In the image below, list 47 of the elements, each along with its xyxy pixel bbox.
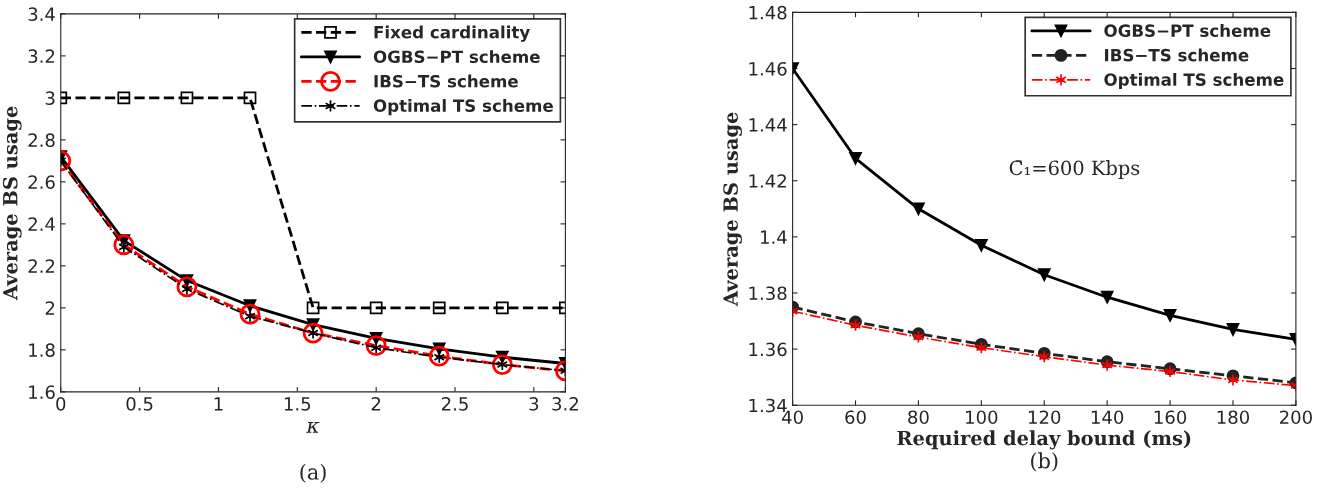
- y-tick-label: 3.2: [28, 49, 55, 63]
- y-axis-title: Average BS usage: [723, 112, 742, 307]
- x-tick-label: 1: [214, 397, 223, 411]
- legend-label: OGBS−PT scheme: [1104, 24, 1271, 37]
- x-tick-label: 60: [845, 410, 866, 425]
- y-tick-label: 1.4: [761, 230, 787, 244]
- legend-label: Fixed cardinality: [374, 25, 530, 42]
- y-tick-label: 2: [45, 301, 55, 315]
- legend-label: IBS−TS scheme: [1105, 48, 1249, 62]
- y-axis-title: Average BS usage: [2, 106, 22, 301]
- x-tick-label: 160: [1154, 410, 1187, 425]
- y-tick-label: 2.4: [28, 217, 55, 231]
- x-tick-label: 3.2: [552, 397, 578, 411]
- x-axis-title: κ: [306, 421, 320, 433]
- y-tick-label: 3.4: [28, 7, 55, 21]
- y-tick-label: 1.44: [749, 118, 787, 132]
- x-tick-label: 120: [1029, 410, 1061, 425]
- y-tick-label: 1.6: [29, 385, 55, 399]
- x-axis-title: Required delay bound (ms): [897, 430, 1191, 450]
- x-tick-label: 100: [966, 410, 998, 425]
- x-tick-label: 0.5: [126, 397, 153, 411]
- y-tick-label: 2.2: [28, 259, 55, 273]
- y-tick-label: 1.46: [749, 61, 787, 76]
- legend-label: IBS−TS scheme: [374, 74, 518, 88]
- y-tick-label: 1.36: [749, 342, 787, 357]
- x-tick-label: 1.5: [284, 397, 311, 411]
- x-tick-label: 200: [1279, 410, 1312, 425]
- x-tick-label: 2: [371, 397, 381, 411]
- y-tick-label: 3: [45, 91, 55, 105]
- text: (b): [1031, 452, 1058, 472]
- x-tick-label: 180: [1217, 410, 1250, 425]
- legend-label: Optimal TS scheme: [373, 99, 553, 116]
- x-tick-label: 140: [1091, 410, 1124, 425]
- x-tick-label: 0: [56, 397, 66, 411]
- y-tick-label: 1.8: [29, 343, 55, 357]
- legend-label: Optimal TS scheme: [1104, 72, 1284, 90]
- legend-label: OGBS−PT scheme: [373, 50, 540, 64]
- x-tick-label: 80: [908, 410, 929, 425]
- y-tick-label: 1.48: [749, 5, 787, 20]
- x-tick-label: 2.5: [441, 397, 468, 411]
- annotation: C̄₁=600 Kbps: [1009, 160, 1140, 179]
- y-tick-label: 2.8: [28, 133, 55, 147]
- x-tick-label: 3: [529, 397, 539, 411]
- y-tick-label: 2.6: [28, 175, 55, 189]
- y-tick-label: 1.38: [749, 286, 787, 301]
- text: (a): [300, 463, 326, 483]
- y-tick-label: 1.42: [749, 174, 786, 188]
